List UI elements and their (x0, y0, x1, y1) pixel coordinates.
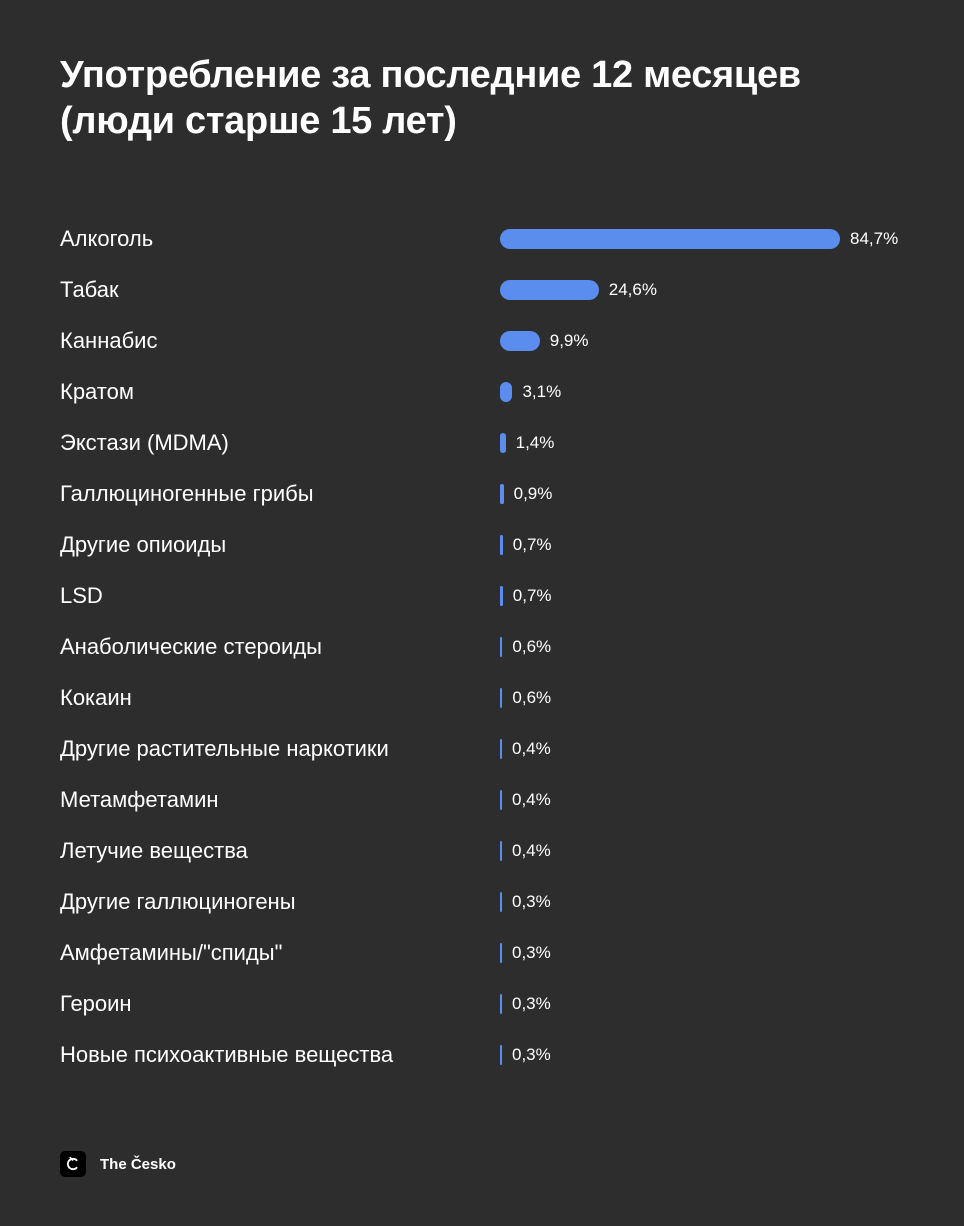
value-label: 0,3% (512, 892, 551, 911)
bar (500, 637, 503, 657)
chart-row: Галлюциногенные грибы 0,9% (0, 469, 964, 520)
chart-row: Другие галлюциногены 0,3% (0, 877, 964, 928)
chart-row: Анаболические стероиды 0,6% (0, 622, 964, 673)
chart-row: Другие растительные наркотики 0,4% (0, 724, 964, 775)
bar (500, 484, 504, 504)
category-label: Другие растительные наркотики (60, 736, 389, 761)
bar (500, 790, 502, 810)
bar (500, 586, 503, 606)
the-cesko-logo-icon (60, 1151, 86, 1177)
chart-row: Кратом 3,1% (0, 367, 964, 418)
value-label: 0,9% (513, 484, 553, 503)
bar (500, 739, 502, 759)
bar (500, 892, 502, 912)
value-label: 0,6% (512, 637, 552, 656)
brand-name: The Česko (100, 1155, 176, 1173)
bar (500, 1045, 502, 1065)
bar (500, 280, 599, 300)
value-label: 0,3% (512, 943, 551, 962)
value-label: 84,7% (850, 229, 899, 248)
category-label: Героин (60, 991, 132, 1016)
category-label: LSD (60, 583, 103, 608)
category-label: Метамфетамин (60, 787, 219, 812)
footer: The Česko (60, 1151, 176, 1177)
chart-row: Алкоголь 84,7% (0, 214, 964, 265)
category-label: Другие галлюциногены (60, 889, 296, 914)
chart-row: Кокаин 0,6% (0, 673, 964, 724)
category-label: Кокаин (60, 685, 132, 710)
category-label: Другие опиоиды (60, 532, 227, 557)
bar (500, 382, 513, 402)
value-label: 1,4% (515, 433, 555, 452)
chart-row: Табак 24,6% (0, 265, 964, 316)
value-label: 0,7% (512, 586, 552, 605)
value-label: 0,3% (512, 994, 551, 1013)
chart-row: Метамфетамин 0,4% (0, 775, 964, 826)
category-label: Летучие вещества (60, 838, 248, 863)
bar (500, 535, 503, 555)
category-label: Новые психоактивные вещества (60, 1042, 394, 1067)
bar (500, 994, 502, 1014)
category-label: Экстази (MDMA) (60, 430, 229, 455)
value-label: 0,6% (512, 688, 552, 707)
chart-row: Героин 0,3% (0, 979, 964, 1030)
chart-title-line-2: (люди старше 15 лет) (60, 100, 457, 142)
chart-row: Другие опиоиды 0,7% (0, 520, 964, 571)
category-label: Кратом (60, 379, 134, 404)
category-label: Галлюциногенные грибы (60, 481, 314, 506)
category-label: Каннабис (60, 328, 158, 353)
value-label: 0,7% (512, 535, 552, 554)
chart-row: Каннабис 9,9% (0, 316, 964, 367)
bar (500, 433, 506, 453)
value-label: 0,4% (512, 739, 551, 758)
value-label: 0,3% (512, 1045, 551, 1064)
chart-row: Летучие вещества 0,4% (0, 826, 964, 877)
chart-title: Употребление за последние 12 месяцев (лю… (60, 52, 920, 144)
category-label: Алкоголь (60, 226, 154, 251)
bar (500, 943, 502, 963)
chart-row: Новые психоактивные вещества 0,3% (0, 1030, 964, 1081)
category-label: Амфетамины/"спиды" (60, 940, 283, 965)
value-label: 0,4% (512, 790, 551, 809)
value-label: 24,6% (608, 280, 657, 299)
chart-row: Экстази (MDMA) 1,4% (0, 418, 964, 469)
chart-title-line-1: Употребление за последние 12 месяцев (60, 54, 801, 96)
chart-row: Амфетамины/"спиды" 0,3% (0, 928, 964, 979)
bar (500, 331, 540, 351)
value-label: 3,1% (522, 382, 562, 401)
bar (500, 688, 503, 708)
category-label: Табак (60, 277, 119, 302)
chart-row: LSD 0,7% (0, 571, 964, 622)
value-label: 9,9% (549, 331, 589, 350)
bar (500, 229, 840, 249)
bar-chart: Алкоголь 84,7% Табак 24,6% Каннабис 9,9% Крато… (0, 214, 964, 1084)
bar (500, 841, 502, 861)
value-label: 0,4% (512, 841, 551, 860)
category-label: Анаболические стероиды (60, 634, 322, 659)
